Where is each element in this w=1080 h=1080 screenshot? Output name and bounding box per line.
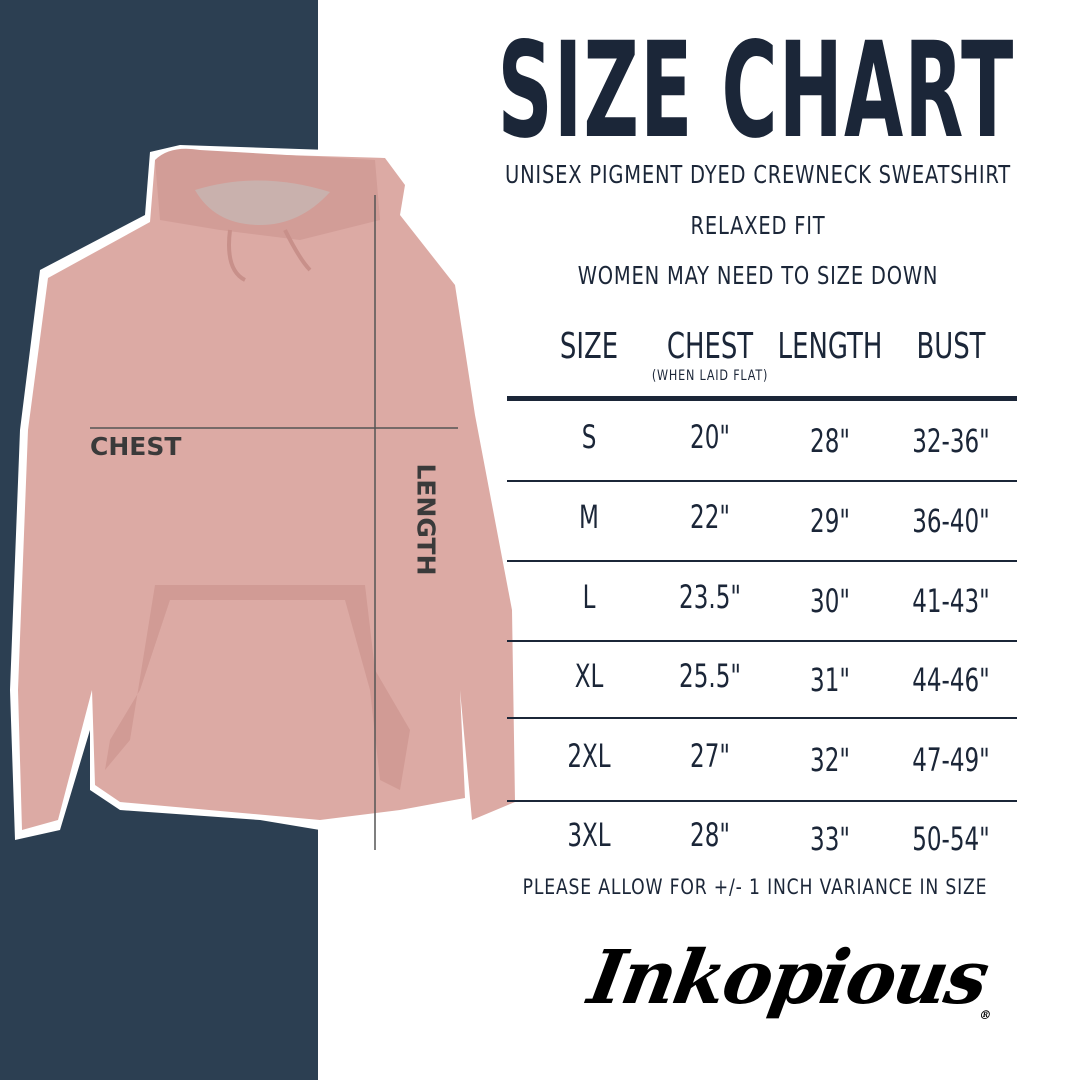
cell-bust: 32-36"	[912, 422, 990, 460]
chest-measure-label: CHEST	[90, 432, 182, 461]
header-length: LENGTH	[777, 326, 883, 367]
cell-chest: 28"	[690, 816, 730, 854]
cell-chest: 23.5"	[679, 578, 741, 616]
header-chest: CHEST	[666, 326, 754, 367]
cell-size: XL	[574, 657, 604, 695]
cell-length: 31"	[810, 661, 850, 699]
cell-length: 28"	[810, 422, 850, 460]
cell-length: 32"	[810, 741, 850, 779]
fit-note: RELAXED FIT	[690, 211, 826, 240]
page-title: SIZE CHART	[497, 14, 1015, 168]
cell-chest: 20"	[690, 418, 730, 456]
cell-bust: 47-49"	[912, 741, 990, 779]
cell-length: 30"	[810, 582, 850, 620]
cell-size: 2XL	[567, 737, 611, 775]
cell-bust: 50-54"	[912, 820, 990, 858]
cell-size: L	[582, 578, 596, 616]
length-measure-label: LENGTH	[411, 463, 441, 576]
cell-chest: 25.5"	[679, 657, 741, 695]
variance-note: PLEASE ALLOW FOR +/- 1 INCH VARIANCE IN …	[522, 875, 988, 899]
cell-size: S	[581, 418, 597, 456]
row-divider	[507, 717, 1017, 719]
header-bust: BUST	[916, 326, 986, 367]
row-divider	[507, 640, 1017, 642]
cell-bust: 41-43"	[912, 582, 990, 620]
row-divider	[507, 560, 1017, 562]
sizing-advice: WOMEN MAY NEED TO SIZE DOWN	[577, 261, 939, 290]
row-divider	[507, 480, 1017, 482]
product-name: UNISEX PIGMENT DYED CREWNECK SWEATSHIRT	[505, 160, 1011, 189]
hoodie-photo	[10, 145, 525, 850]
header-size: SIZE	[559, 326, 619, 367]
brand-logo: Inkopious®	[582, 935, 994, 1022]
cell-chest: 22"	[690, 498, 730, 536]
row-divider	[507, 800, 1017, 802]
chest-note: (WHEN LAID FLAT)	[651, 368, 769, 384]
cell-length: 29"	[810, 502, 850, 540]
cell-size: 3XL	[567, 816, 611, 854]
header-divider	[507, 396, 1017, 401]
cell-chest: 27"	[690, 737, 730, 775]
cell-bust: 36-40"	[912, 502, 990, 540]
cell-size: M	[579, 498, 599, 536]
cell-bust: 44-46"	[912, 661, 990, 699]
cell-length: 33"	[810, 820, 850, 858]
